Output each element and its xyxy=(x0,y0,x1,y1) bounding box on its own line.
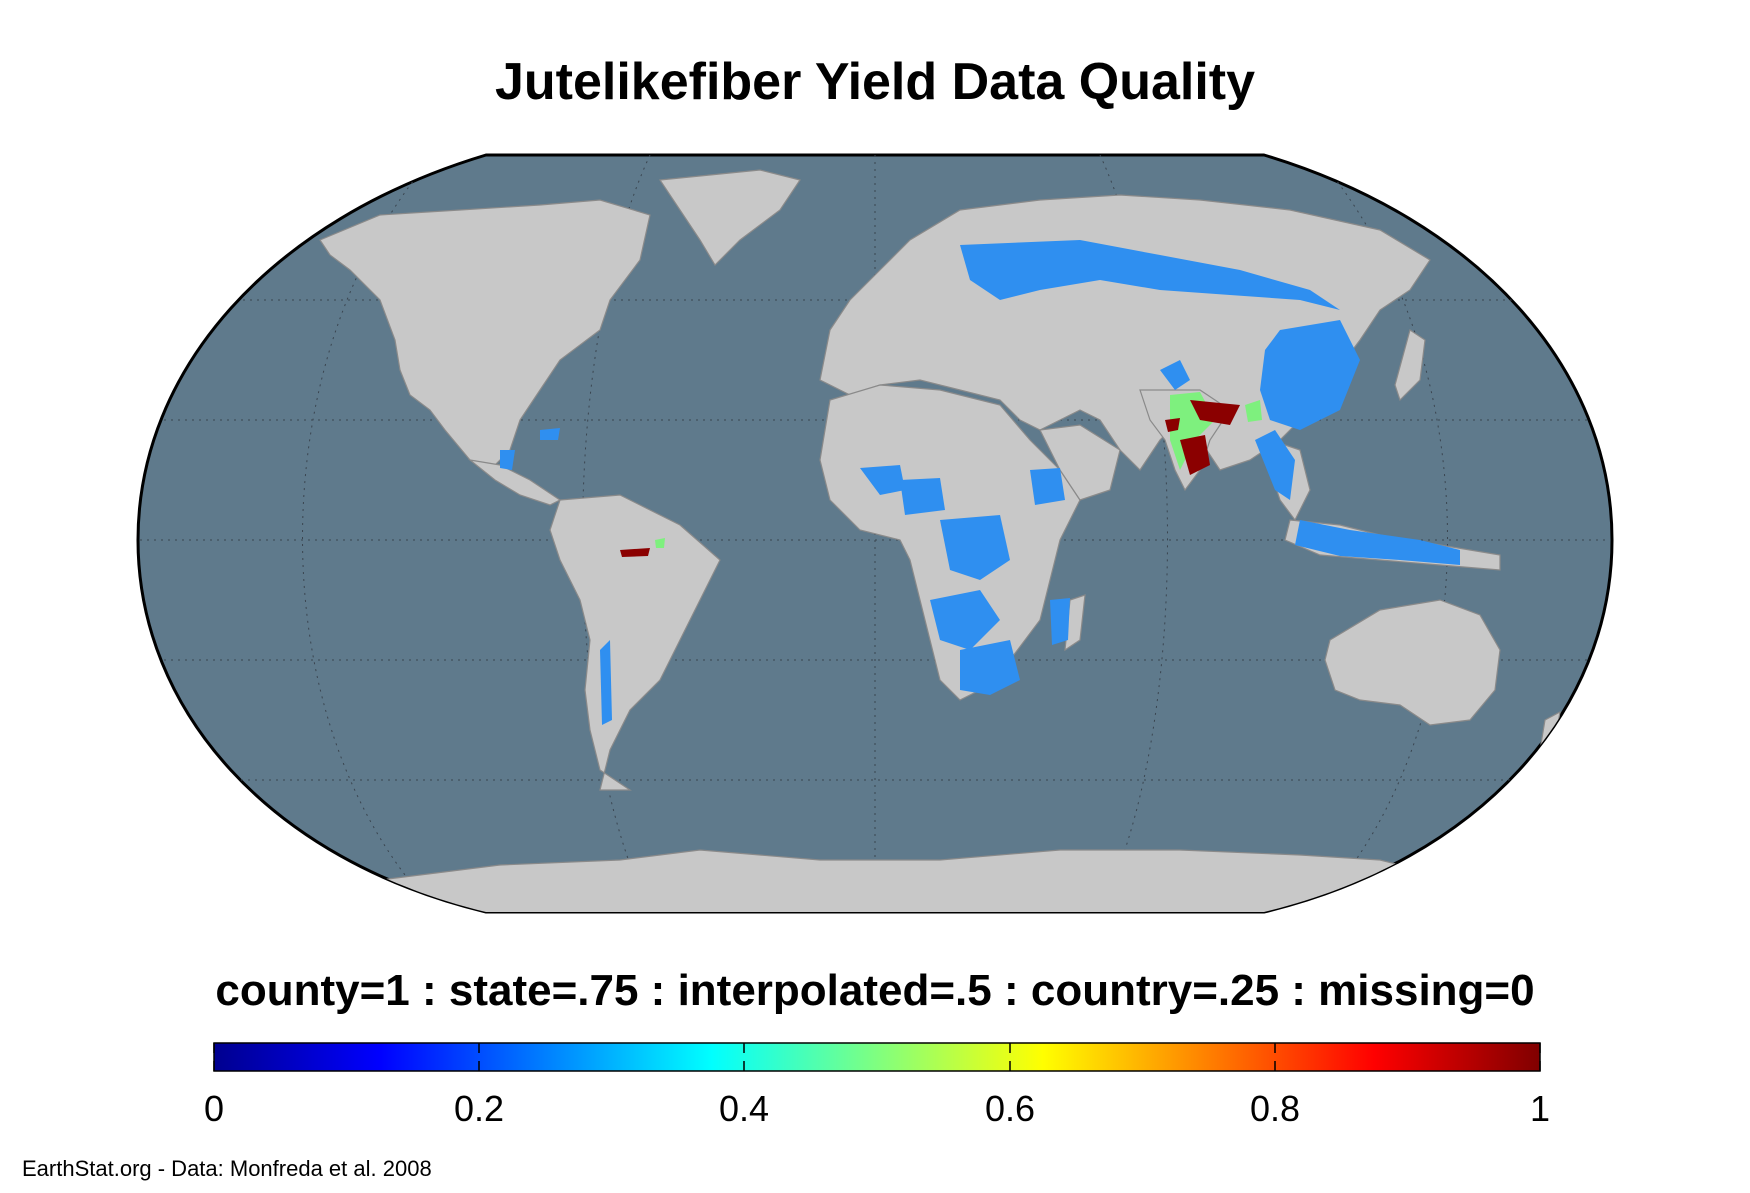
county-level-regions xyxy=(620,400,1240,557)
north-america xyxy=(319,199,651,471)
colorbar-ticks xyxy=(213,1043,1541,1071)
australia xyxy=(1324,599,1501,726)
colorbar-tick-label: 1 xyxy=(1529,1088,1551,1129)
colorbar-tick-label: 0.2 xyxy=(453,1088,505,1129)
colorbar-tick-label: 0.4 xyxy=(718,1088,770,1129)
greenland xyxy=(658,169,801,266)
legend-description: county=1 : state=.75 : interpolated=.5 :… xyxy=(215,966,1535,1015)
south-america xyxy=(549,494,721,791)
colorbar-tick-label: 0.6 xyxy=(984,1088,1036,1129)
map-title: Jutelikefiber Yield Data Quality xyxy=(494,53,1256,111)
colorbar-tick-label: 0.8 xyxy=(1249,1088,1301,1129)
colorbar-tick-label: 0 xyxy=(203,1088,225,1129)
country-level-regions xyxy=(500,240,1460,725)
colorbar xyxy=(213,1042,1541,1072)
credit-text: EarthStat.org - Data: Monfreda et al. 20… xyxy=(22,1156,432,1181)
japan xyxy=(1394,329,1426,402)
